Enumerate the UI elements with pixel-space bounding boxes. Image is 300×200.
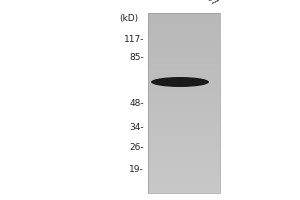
Text: 26-: 26- (129, 144, 144, 152)
Text: COS7: COS7 (195, 0, 219, 8)
Ellipse shape (151, 77, 209, 87)
Text: 48-: 48- (129, 98, 144, 108)
Bar (148, 13, 220, 193)
Text: 34-: 34- (129, 122, 144, 132)
Text: (kD): (kD) (119, 14, 138, 23)
Text: 19-: 19- (129, 166, 144, 174)
Text: 117-: 117- (124, 36, 144, 45)
Text: 85-: 85- (129, 53, 144, 62)
